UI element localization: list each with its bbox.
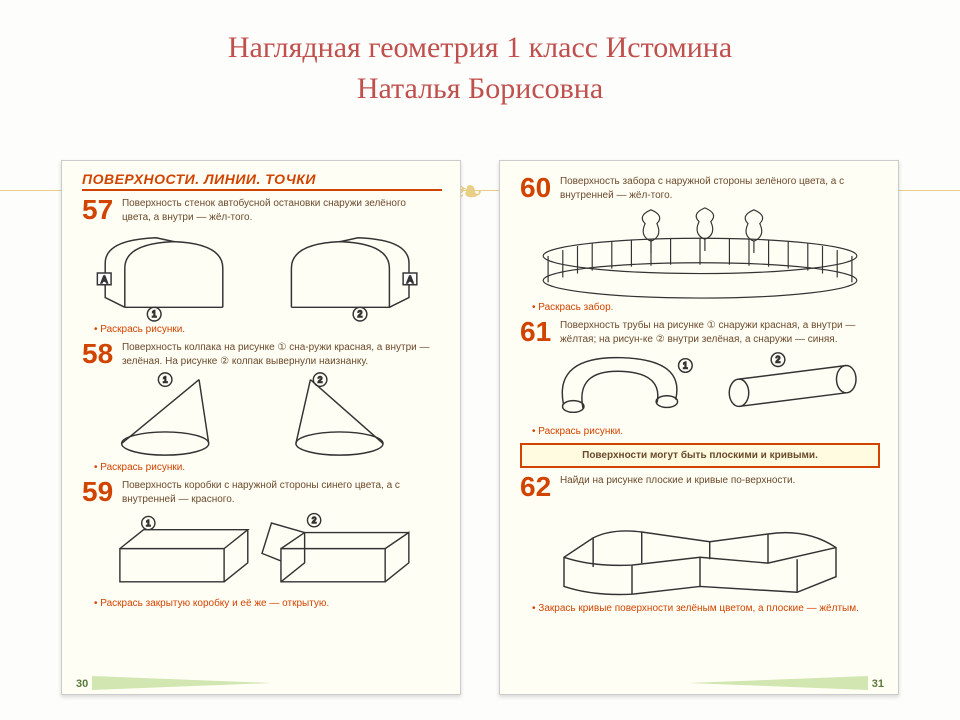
task-number: 60 (520, 175, 551, 200)
svg-text:2: 2 (312, 515, 317, 525)
task-61: 61 Поверхность трубы на рисунке ① снаруж… (520, 319, 880, 437)
task-text: Поверхность забора с наружной стороны зе… (560, 175, 870, 202)
pages-container: ПОВЕРХНОСТИ. ЛИНИИ. ТОЧКИ 57 Поверхность… (0, 160, 960, 695)
svg-text:А: А (407, 275, 414, 286)
task-action: • Раскрась рисунки. (94, 462, 442, 473)
task-number: 59 (82, 479, 113, 504)
task-57: 57 Поверхность стенок автобусной останов… (82, 197, 442, 335)
title-line2: Наталья Борисовна (357, 72, 603, 105)
task-action: • Раскрась рисунки. (94, 324, 442, 335)
svg-text:А: А (101, 275, 108, 286)
figure-boxes: 1 2 (82, 506, 442, 596)
task-action: • Раскрась закрытую коробку и её же — от… (94, 598, 442, 609)
task-text: Поверхность трубы на рисунке ① снаружи к… (560, 319, 870, 346)
svg-text:2: 2 (776, 355, 781, 365)
page-left: ПОВЕРХНОСТИ. ЛИНИИ. ТОЧКИ 57 Поверхность… (61, 160, 461, 695)
slide-title: Наглядная геометрия 1 класс Истомина Нат… (0, 0, 960, 109)
task-number: 58 (82, 341, 113, 366)
task-58: 58 Поверхность колпака на рисунке ① сна-… (82, 341, 442, 473)
task-62: 62 Найди на рисунке плоские и кривые по-… (520, 474, 880, 614)
svg-text:1: 1 (683, 360, 688, 370)
page-footer-triangle (92, 676, 272, 690)
svg-text:2: 2 (318, 375, 323, 385)
page-number: 30 (76, 678, 88, 690)
figure-fence (520, 202, 880, 300)
task-text: Поверхность колпака на рисунке ① сна-руж… (122, 341, 432, 368)
figure-wall (520, 499, 880, 601)
figure-cones: 1 2 (82, 368, 442, 460)
task-59: 59 Поверхность коробки с наружной сторон… (82, 479, 442, 609)
rule-box: Поверхности могут быть плоскими и кривым… (520, 443, 880, 468)
title-line1: Наглядная геометрия 1 класс Истомина (228, 31, 732, 64)
page-footer-triangle (688, 676, 868, 690)
topic-header: ПОВЕРХНОСТИ. ЛИНИИ. ТОЧКИ (82, 171, 442, 191)
svg-text:1: 1 (152, 309, 157, 319)
task-number: 62 (520, 474, 551, 499)
task-60: 60 Поверхность забора с наружной стороны… (520, 175, 880, 313)
task-action: • Закрась кривые поверхности зелёным цве… (532, 603, 880, 614)
svg-text:2: 2 (358, 309, 363, 319)
task-action: • Раскрась рисунки. (532, 426, 880, 437)
svg-text:1: 1 (146, 518, 151, 528)
page-number: 31 (872, 678, 884, 690)
task-text: Поверхность коробки с наружной стороны с… (122, 479, 432, 506)
page-right: 60 Поверхность забора с наружной стороны… (499, 160, 899, 695)
task-text: Найди на рисунке плоские и кривые по-вер… (560, 474, 870, 488)
svg-text:1: 1 (163, 375, 168, 385)
figure-pipes: 1 2 (520, 346, 880, 424)
figure-bus-stops: А 1 А 2 (82, 224, 442, 322)
task-number: 57 (82, 197, 113, 222)
task-text: Поверхность стенок автобусной остановки … (122, 197, 432, 224)
task-action: • Раскрась забор. (532, 302, 880, 313)
task-number: 61 (520, 319, 551, 344)
